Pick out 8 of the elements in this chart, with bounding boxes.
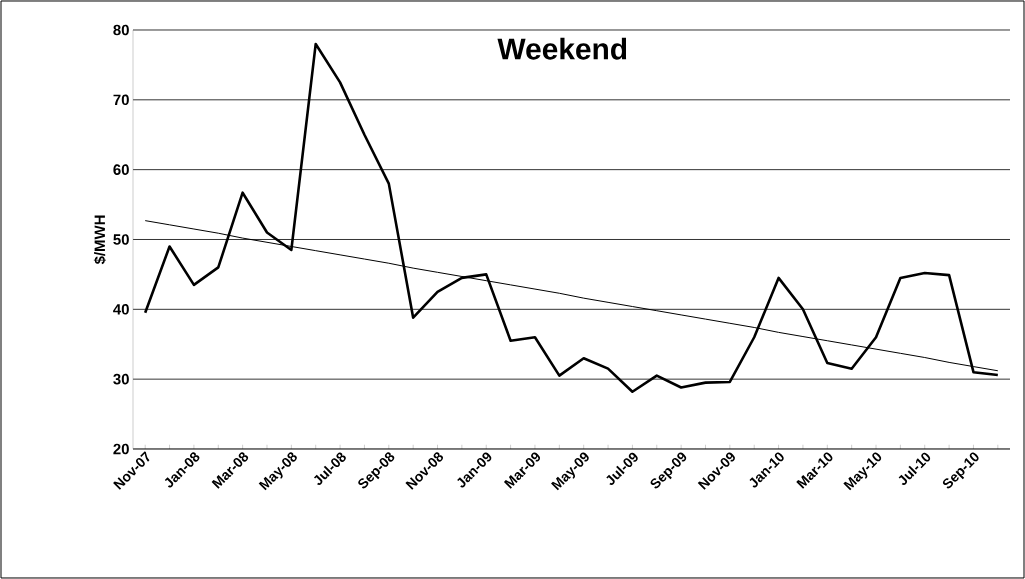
y-tick-label: 50 xyxy=(113,234,129,245)
y-tick-label: 80 xyxy=(113,24,129,36)
y-tick-label: 30 xyxy=(113,373,129,385)
y-tick-label: 70 xyxy=(113,94,129,106)
y-axis-title: $/MWH xyxy=(93,215,107,265)
chart-title: Weekend xyxy=(497,37,627,60)
y-tick-label: 60 xyxy=(113,164,129,175)
y-tick-label: 40 xyxy=(113,304,129,315)
